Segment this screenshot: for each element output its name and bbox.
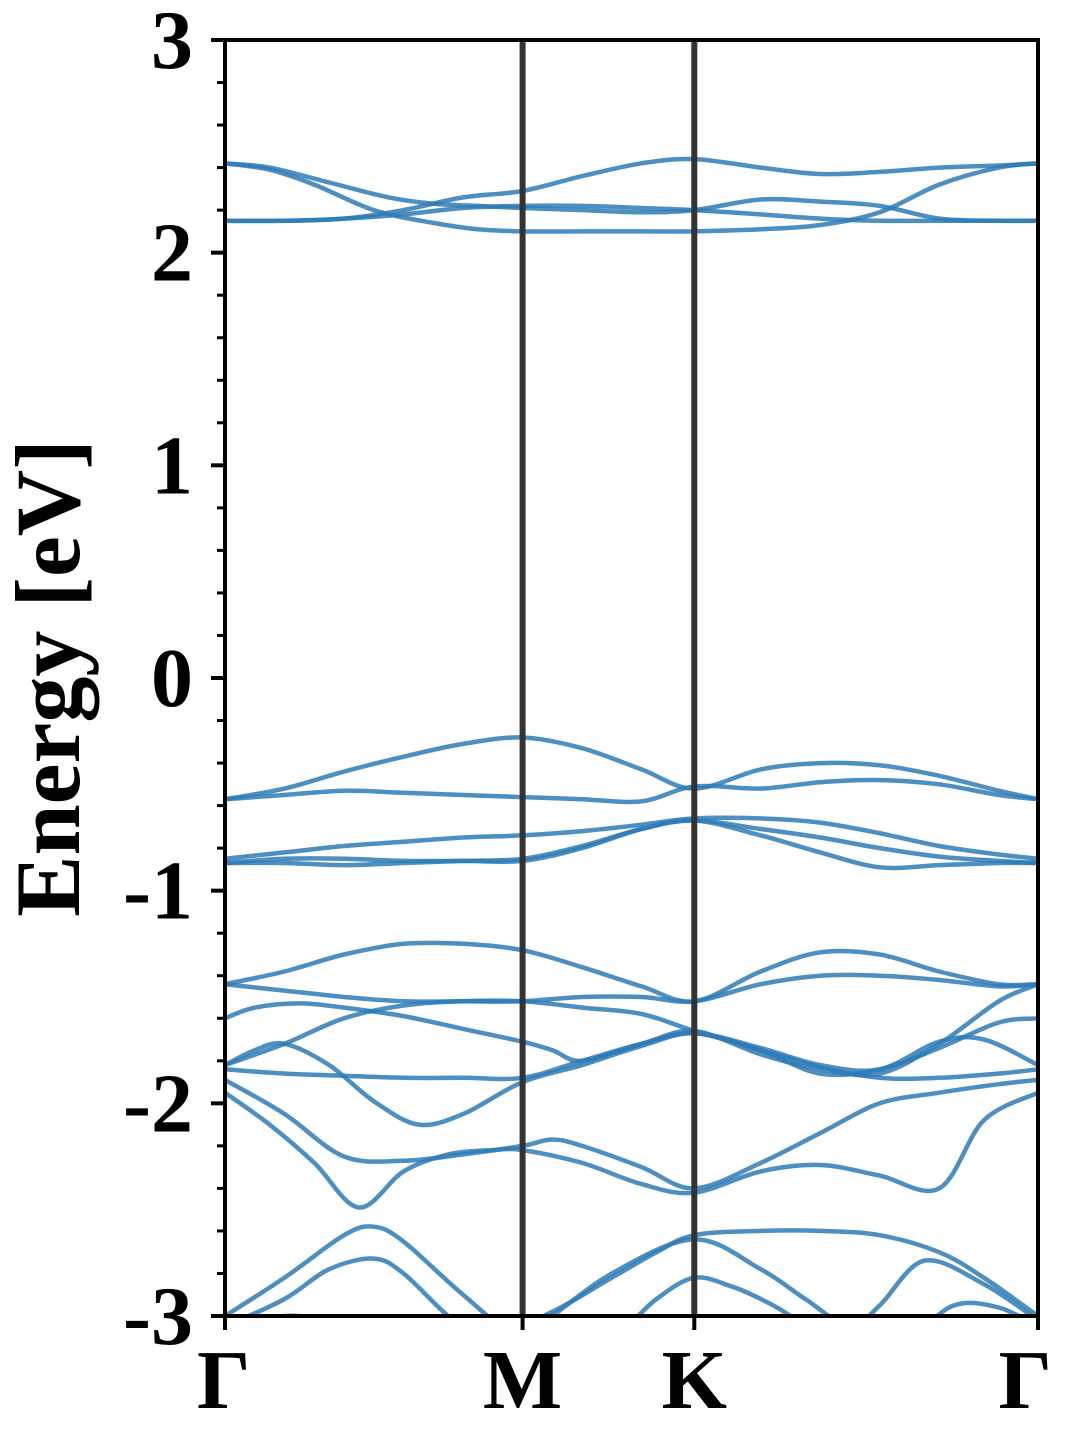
band-line-10 — [225, 940, 1038, 1004]
band-line-16 — [225, 1077, 1038, 1191]
band-line-6 — [225, 777, 1038, 805]
band-line-15 — [225, 1030, 1038, 1082]
band-line-9 — [225, 818, 1038, 871]
band-lines — [225, 156, 1038, 1316]
band-line-2 — [225, 161, 1038, 234]
high-symmetry-separators — [519, 40, 698, 1316]
y-tick-label: 1 — [151, 419, 193, 512]
y-tick-label: -2 — [123, 1057, 193, 1150]
x-tick-label: K — [662, 1334, 727, 1427]
axis-ticks — [211, 38, 1040, 1330]
band-line-5 — [225, 735, 1038, 802]
y-tick-label: 0 — [151, 632, 193, 725]
y-axis-label: Energy [eV] — [0, 439, 99, 917]
y-tick-label: -1 — [123, 845, 193, 938]
plot-frame — [223, 38, 1040, 1318]
band-line-11 — [225, 972, 1038, 1004]
x-tick-label: M — [483, 1334, 562, 1427]
y-tick-labels: 3 2 1 0 -1 -2 -3 — [123, 0, 193, 1363]
band-line-17 — [225, 1090, 1038, 1210]
band-line-7 — [225, 815, 1038, 862]
y-tick-label: 3 — [151, 0, 193, 87]
x-tick-label: Γ — [197, 1334, 250, 1427]
band-line-20 — [272, 1275, 1024, 1316]
y-tick-label: -3 — [123, 1270, 193, 1363]
band-line-1 — [225, 161, 1038, 224]
band-line-13 — [225, 998, 1038, 1078]
x-tick-label: Γ — [999, 1334, 1052, 1427]
band-line-18 — [225, 1224, 1038, 1316]
band-line-4 — [225, 203, 1038, 224]
band-line-19 — [243, 1237, 1036, 1316]
band-line-14 — [225, 1030, 1038, 1128]
y-tick-label: 2 — [151, 207, 193, 300]
